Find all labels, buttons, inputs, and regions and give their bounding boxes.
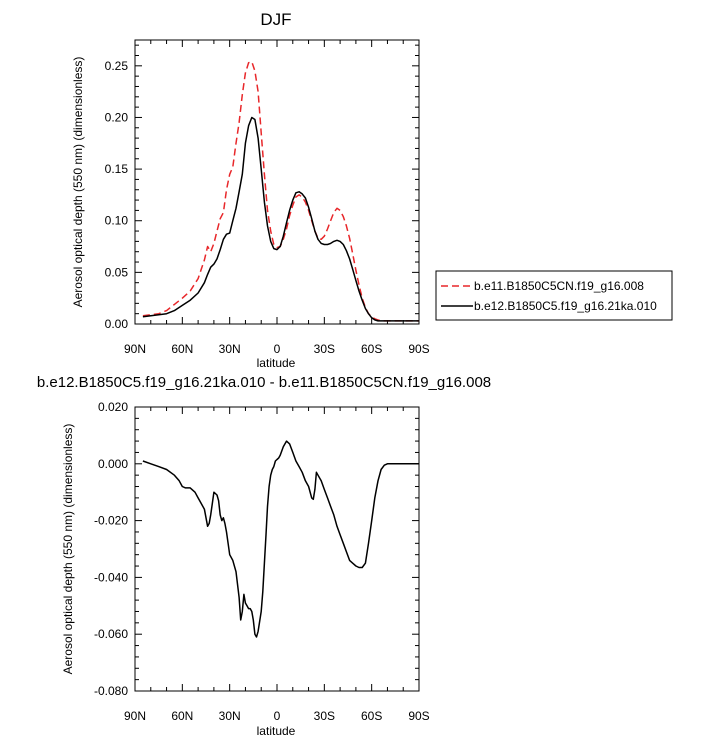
top-x-axis-label: latitude [257, 356, 296, 370]
top-y-tick-label: 0.05 [105, 265, 129, 279]
bottom-x-tick-label: 60S [361, 709, 382, 723]
legend-entry-2: b.e12.B1850C5.f19_g16.21ka.010 [474, 299, 657, 313]
bottom-x-tick-label: 60N [171, 709, 193, 723]
bottom-y-tick-label: -0.060 [94, 627, 128, 641]
bottom-y-tick-label: -0.040 [94, 570, 128, 584]
top-x-tick-label: 90S [408, 342, 429, 356]
top-y-tick-label: 0.25 [105, 59, 129, 73]
bottom-series-group [142, 440, 419, 638]
top-x-tick-label: 60N [171, 342, 193, 356]
top-y-axis: 0.00 0.05 0.10 0.15 0.20 0.25 [105, 44, 419, 331]
top-panel: DJF 0.00 0.05 0.10 0.15 0.20 0.25 90N 60N 30N 0 3… [71, 10, 430, 370]
bottom-x-tick-label: 30S [314, 709, 335, 723]
bottom-x-axis-label: latitude [257, 724, 296, 738]
legend-box [435, 270, 673, 321]
bottom-y-axis-label: Aerosol optical depth (550 nm) (dimensio… [61, 424, 75, 675]
bottom-x-tick-label: 90N [124, 709, 146, 723]
legend: b.e11.B1850C5CN.f19_g16.008 b.e12.B1850C… [435, 270, 673, 321]
bottom-x-tick-label: 90S [408, 709, 429, 723]
bottom-y-tick-label: -0.020 [94, 514, 128, 528]
top-y-tick-label: 0.20 [105, 110, 129, 124]
legend-entry-1: b.e11.B1850C5CN.f19_g16.008 [474, 279, 644, 293]
bottom-chart-title: b.e12.B1850C5.f19_g16.21ka.010 - b.e11.B… [37, 374, 491, 391]
top-y-tick-label: 0.00 [105, 317, 129, 331]
top-y-tick-label: 0.15 [105, 162, 129, 176]
top-y-tick-label: 0.10 [105, 214, 129, 228]
top-x-tick-label: 90N [124, 342, 146, 356]
bottom-x-tick-label: 0 [274, 709, 281, 723]
bottom-x-axis: 90N 60N 30N 0 30S 60S 90S [124, 407, 430, 723]
top-series-line-2 [142, 116, 419, 322]
bottom-series-line-1 [142, 440, 419, 638]
bottom-y-tick-label: -0.080 [94, 684, 128, 698]
top-x-axis: 90N 60N 30N 0 30S 60S 90S [124, 40, 430, 356]
bottom-plot-frame [134, 406, 420, 692]
bottom-y-axis: -0.080 -0.060 -0.040 -0.020 0.000 0.020 [94, 400, 419, 698]
top-chart-title: DJF [260, 10, 291, 29]
top-x-tick-label: 0 [274, 342, 281, 356]
top-y-axis-label: Aerosol optical depth (550 nm) (dimensio… [71, 57, 85, 308]
bottom-x-tick-label: 30N [219, 709, 241, 723]
bottom-panel: b.e12.B1850C5.f19_g16.21ka.010 - b.e11.B… [37, 374, 491, 738]
top-series-line-1 [142, 60, 419, 322]
bottom-y-tick-label: 0.000 [98, 457, 128, 471]
top-series-group [142, 60, 419, 322]
top-x-tick-label: 30N [219, 342, 241, 356]
top-plot-frame [134, 39, 420, 325]
top-x-tick-label: 30S [314, 342, 335, 356]
top-x-tick-label: 60S [361, 342, 382, 356]
bottom-y-tick-label: 0.020 [98, 400, 128, 414]
